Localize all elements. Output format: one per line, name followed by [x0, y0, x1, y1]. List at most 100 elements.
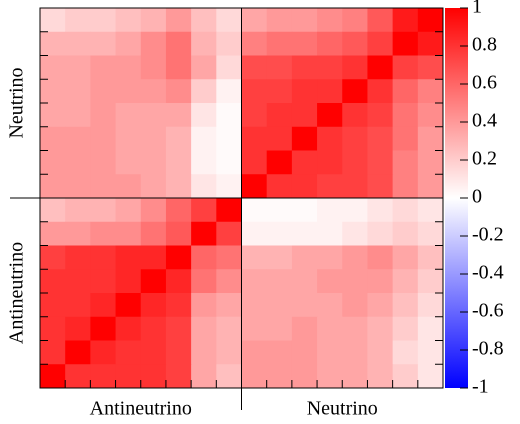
cell [191, 269, 217, 294]
cell [140, 126, 167, 151]
cell [392, 8, 419, 33]
cell [266, 31, 293, 56]
y-group-label: Antineutrino [6, 242, 28, 344]
cell [216, 126, 242, 151]
cell [40, 31, 66, 56]
cell [241, 340, 268, 365]
cell [65, 269, 91, 294]
cell [40, 293, 66, 318]
colorbar-label: -0.8 [472, 338, 504, 360]
cell [342, 103, 368, 128]
cell [40, 245, 66, 270]
cell [165, 364, 192, 389]
cell [342, 174, 368, 199]
colorbar-label: -0.6 [472, 300, 504, 322]
cell [317, 55, 343, 80]
cell [367, 79, 394, 104]
cell [241, 221, 268, 246]
cell [115, 340, 142, 365]
cell [291, 31, 318, 56]
cell [216, 174, 242, 199]
cell [241, 79, 268, 104]
cell [216, 316, 242, 341]
cell [266, 293, 293, 318]
cell [367, 340, 394, 365]
cell [65, 316, 91, 341]
cell [291, 103, 318, 128]
colorbar [445, 8, 468, 388]
cell [40, 221, 66, 246]
cell [342, 126, 368, 151]
cell [216, 340, 242, 365]
cell [191, 245, 217, 270]
cell [342, 150, 368, 175]
cell [165, 8, 192, 33]
cell [191, 174, 217, 199]
cell [216, 79, 242, 104]
cell [65, 31, 91, 56]
cell [140, 55, 167, 80]
cell [367, 103, 394, 128]
cell [65, 55, 91, 80]
cell [291, 150, 318, 175]
cell [291, 364, 318, 389]
colorbar-label: -0.4 [472, 262, 504, 284]
cell [367, 364, 394, 389]
cell [291, 126, 318, 151]
cell [342, 221, 368, 246]
cell [392, 245, 419, 270]
cell [266, 221, 293, 246]
cell [216, 269, 242, 294]
cell [191, 293, 217, 318]
cell [90, 103, 117, 128]
cell [90, 79, 117, 104]
cell [241, 293, 268, 318]
cell [165, 126, 192, 151]
cell [140, 269, 167, 294]
cell [317, 221, 343, 246]
cell [392, 79, 419, 104]
cell [140, 174, 167, 199]
colorbar-label: -0.2 [472, 224, 504, 246]
cell [266, 364, 293, 389]
cell [417, 340, 444, 365]
cell [165, 221, 192, 246]
cell [115, 8, 142, 33]
cell [65, 150, 91, 175]
cell [392, 103, 419, 128]
cell [115, 198, 142, 223]
cell [216, 8, 242, 33]
cell [291, 174, 318, 199]
cell [266, 126, 293, 151]
cell [191, 340, 217, 365]
cell [90, 55, 117, 80]
cell [342, 316, 368, 341]
cell [115, 269, 142, 294]
cell [115, 316, 142, 341]
cell [191, 150, 217, 175]
cell [191, 31, 217, 56]
cell [241, 174, 268, 199]
cell [90, 174, 117, 199]
cell [317, 316, 343, 341]
cell [40, 79, 66, 104]
cell [367, 316, 394, 341]
cell [140, 31, 167, 56]
cell [417, 269, 444, 294]
colorbar-label: 0.4 [472, 110, 497, 132]
cell [65, 340, 91, 365]
cell [65, 245, 91, 270]
cell [216, 293, 242, 318]
cell [140, 8, 167, 33]
cell [392, 55, 419, 80]
cell [65, 103, 91, 128]
cell [140, 150, 167, 175]
cell [317, 198, 343, 223]
cell [216, 31, 242, 56]
cell [65, 293, 91, 318]
cell [417, 364, 444, 389]
cell [317, 103, 343, 128]
cell [216, 55, 242, 80]
cell [266, 8, 293, 33]
